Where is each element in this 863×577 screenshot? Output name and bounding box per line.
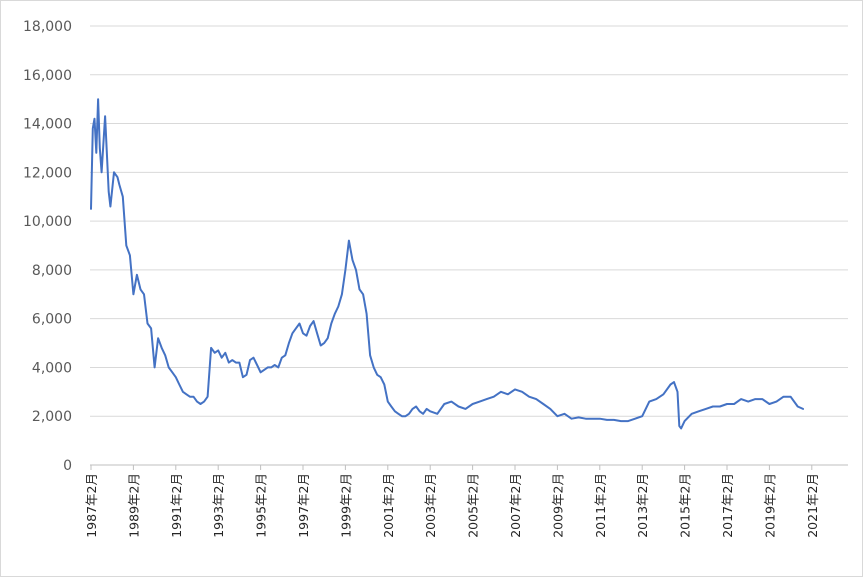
y-tick-label: 4,000 [32,360,72,376]
series-line-0 [90,98,804,430]
x-tick-label: 2007年2月 [508,473,523,538]
x-tick-label: 2017年2月 [720,473,735,538]
x-tick-label: 1989年2月 [126,473,141,538]
x-tick-label: 1997年2月 [296,473,311,538]
x-tick-label: 2003年2月 [423,473,438,538]
y-tick-label: 16,000 [23,68,72,84]
x-tick-label: 1991年2月 [169,473,184,538]
series-layer [90,98,804,430]
x-tick-label: 2019年2月 [762,473,777,538]
y-tick-label: 12,000 [23,165,72,181]
y-tick-label: 18,000 [23,19,72,35]
x-tick-label: 2001年2月 [381,473,396,538]
x-tick-label: 1999年2月 [338,473,353,538]
x-axis-ticks: 1987年2月 1989年2月 1991年2月 1993年2月 1995年2月 1997年… [84,465,820,538]
x-tick-label: 2015年2月 [678,473,693,538]
y-tick-label: 0 [63,458,72,474]
x-tick-label: 2009年2月 [550,473,565,538]
y-tick-label: 2,000 [32,409,72,425]
x-tick-label: 2021年2月 [805,473,820,538]
x-tick-label: 1993年2月 [211,473,226,538]
gridlines [90,25,848,417]
x-tick-label: 2011年2月 [593,473,608,538]
x-tick-label: 1987年2月 [84,473,99,538]
y-tick-label: 6,000 [32,312,72,328]
y-tick-label: 8,000 [32,263,72,279]
x-tick-label: 2013年2月 [635,473,650,538]
x-tick-label: 1995年2月 [254,473,269,538]
y-tick-label: 14,000 [23,117,72,133]
y-tick-label: 10,000 [23,214,72,230]
y-axis-ticks: 0 2,000 4,000 6,000 8,000 10,000 12,000 14,000 1… [23,19,72,474]
x-tick-label: 2005年2月 [466,473,481,538]
